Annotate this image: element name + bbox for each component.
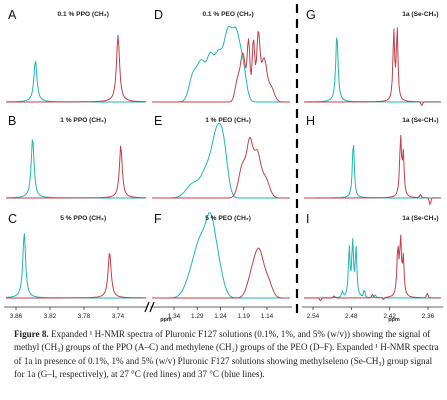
tick-label: 1.14 (261, 313, 274, 320)
panel-label-h: H (306, 114, 315, 128)
panel-title-c: 5 % PPO (CH₃) (60, 215, 106, 222)
tick-label: 1.19 (238, 313, 251, 320)
spectrum-37c-h (304, 145, 441, 199)
panel-label-f: F (154, 212, 162, 226)
spectrum-37c-c (6, 233, 146, 299)
tick-label: 3.74 (112, 313, 125, 320)
panel-e: E 1 % PEO (CH₂) (152, 114, 290, 199)
tick-label: 2.54 (307, 313, 320, 320)
spectrum-27c-c (6, 253, 146, 299)
tick-label: 2.36 (422, 313, 435, 320)
panel-title-d: 0.1 % PEO (CH₂) (202, 11, 253, 18)
panel-title-b: 1 % PPO (CH₃) (60, 117, 106, 124)
panel-label-a: A (8, 8, 17, 22)
panel-label-i: I (306, 212, 309, 226)
spectrum-27c-d (152, 30, 290, 103)
panel-label-c: C (8, 212, 17, 226)
spectrum-27c-h (304, 134, 441, 206)
spectrum-27c-g (304, 27, 441, 106)
figure-caption: Figure 8. Expanded ¹ H-NMR spectra of Pl… (14, 328, 440, 382)
x-axis-3: 2.54 2.48 2.42 2.36 ppm (302, 306, 443, 322)
panel-c: C 5 % PPO (CH₃) (6, 212, 146, 299)
nmr-figure: A 0.1 % PPO (CH₃) B 1 % PPO (CH₃) C 5 % PPO (… (4, 4, 443, 322)
spectrum-37c-i (304, 238, 441, 299)
spectrum-37c-g (304, 37, 441, 103)
panel-title-g: 1a (Se-CH₃) (402, 11, 438, 18)
panel-label-e: E (154, 114, 162, 128)
axis-unit-label: ppm (388, 317, 400, 322)
spectrum-37c-f (152, 212, 290, 299)
tick-label: 1.29 (191, 313, 204, 320)
panel-label-b: B (8, 114, 16, 128)
axis-break-mark (149, 301, 155, 313)
tick-label: 3.86 (10, 313, 23, 320)
tick-label: 1.34 (168, 313, 181, 320)
tick-label: 2.48 (345, 313, 358, 320)
spectrum-27c-e (152, 136, 290, 199)
tick-label: 1.24 (214, 313, 227, 320)
spectrum-27c-i (304, 234, 441, 302)
caption-text: Expanded ¹ H-NMR spectra of Pluronic F12… (14, 329, 439, 380)
panel-title-i: 1a (Se-CH₃) (402, 215, 438, 222)
panel-g: G 1a (Se-CH₃) (304, 8, 441, 106)
panel-h: H 1a (Se-CH₃) (304, 114, 441, 206)
spectrum-37c-d (152, 26, 290, 103)
spectrum-27c-f (152, 247, 290, 299)
axis-unit-label: ppm (160, 317, 172, 322)
tick-label: 3.82 (44, 313, 57, 320)
x-axis-1: 3.86 3.82 3.78 3.74 (4, 306, 148, 320)
panel-i: I 1a (Se-CH₃) (304, 212, 441, 302)
panel-d: D 0.1 % PEO (CH₂) (152, 8, 290, 103)
panel-title-e: 1 % PEO (CH₂) (205, 117, 251, 124)
x-axis-2: 1.34 1.29 1.24 1.19 1.14 ppm (150, 306, 292, 322)
spectrum-27c-a (6, 35, 146, 103)
spectrum-27c-b (6, 145, 147, 199)
panel-title-a: 0.1 % PPO (CH₃) (57, 11, 108, 18)
panel-label-g: G (306, 8, 316, 22)
panel-f: F 5 % PEO (CH₂) (152, 212, 290, 299)
panel-title-f: 5 % PEO (CH₂) (205, 215, 251, 222)
tick-label: 3.78 (78, 313, 91, 320)
caption-figure-label: Figure 8. (14, 329, 49, 339)
panel-a: A 0.1 % PPO (CH₃) (6, 8, 146, 103)
panel-b: B 1 % PPO (CH₃) (5, 114, 147, 199)
panel-title-h: 1a (Se-CH₃) (402, 117, 438, 124)
panel-label-d: D (154, 8, 163, 22)
axis-break-mark (144, 301, 150, 313)
spectrum-37c-a (6, 59, 146, 103)
tick-label: 2.42 (383, 313, 396, 320)
